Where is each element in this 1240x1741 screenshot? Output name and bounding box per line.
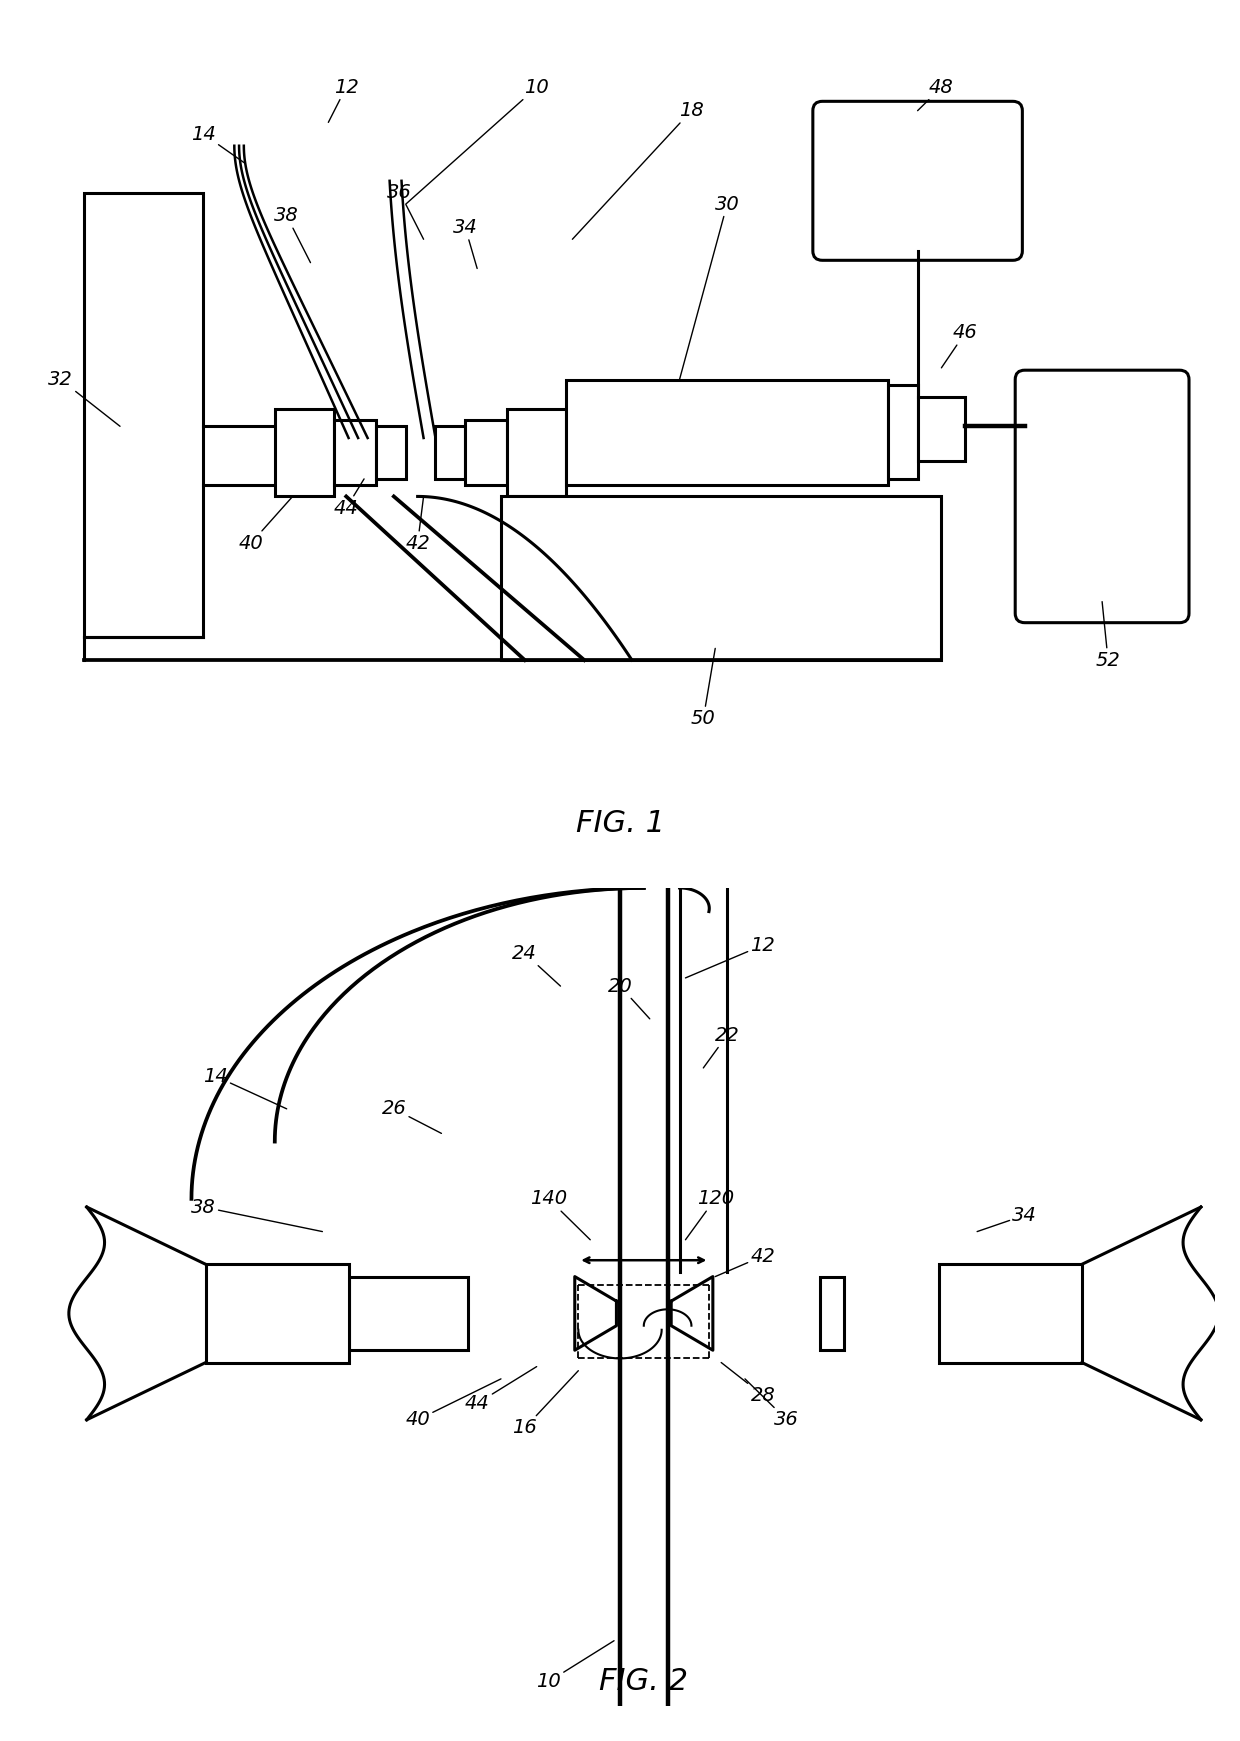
Bar: [507, 409, 567, 496]
Text: 26: 26: [382, 1099, 441, 1133]
Text: 14: 14: [191, 125, 246, 164]
Text: 30: 30: [680, 195, 739, 380]
Text: 12: 12: [329, 78, 358, 122]
Bar: [465, 420, 507, 484]
Text: 36: 36: [387, 183, 424, 239]
Text: 46: 46: [941, 324, 977, 367]
Text: 22: 22: [703, 1025, 739, 1067]
Text: 42: 42: [715, 1247, 775, 1276]
Text: FIG. 1: FIG. 1: [575, 810, 665, 837]
Text: 120: 120: [686, 1189, 734, 1240]
Bar: [939, 1264, 1081, 1363]
Bar: [918, 397, 965, 461]
Text: 28: 28: [722, 1363, 775, 1405]
Bar: [275, 409, 335, 496]
Text: 44: 44: [334, 479, 365, 517]
FancyBboxPatch shape: [1016, 371, 1189, 623]
Text: 20: 20: [608, 977, 650, 1018]
Text: FIG. 2: FIG. 2: [599, 1668, 688, 1696]
Text: 18: 18: [573, 101, 704, 239]
FancyBboxPatch shape: [813, 101, 1022, 261]
Text: 32: 32: [48, 371, 120, 427]
Text: 10: 10: [536, 1640, 614, 1691]
Text: 50: 50: [691, 648, 715, 728]
Text: 16: 16: [512, 1370, 578, 1438]
Text: 140: 140: [529, 1189, 590, 1240]
Text: 38: 38: [191, 1198, 322, 1231]
Text: 38: 38: [274, 207, 310, 263]
Text: 48: 48: [918, 78, 954, 111]
Bar: [567, 380, 888, 484]
Bar: [348, 1276, 467, 1351]
Text: 24: 24: [512, 944, 560, 985]
Bar: [376, 427, 405, 479]
Text: 42: 42: [405, 496, 430, 552]
Bar: [888, 385, 918, 479]
Bar: [435, 427, 465, 479]
Bar: [206, 1264, 348, 1363]
Bar: [335, 420, 376, 484]
Text: 10: 10: [405, 78, 549, 204]
Text: 52: 52: [1096, 602, 1121, 670]
Text: 40: 40: [238, 496, 293, 552]
Text: 40: 40: [405, 1379, 501, 1429]
Text: 34: 34: [453, 218, 477, 268]
Bar: [501, 496, 941, 660]
Bar: [84, 193, 203, 637]
Text: 14: 14: [203, 1067, 286, 1109]
Text: 44: 44: [465, 1367, 537, 1414]
Bar: [820, 1276, 843, 1351]
Text: 12: 12: [686, 935, 775, 978]
Text: 36: 36: [745, 1379, 799, 1429]
Text: 34: 34: [977, 1207, 1037, 1231]
